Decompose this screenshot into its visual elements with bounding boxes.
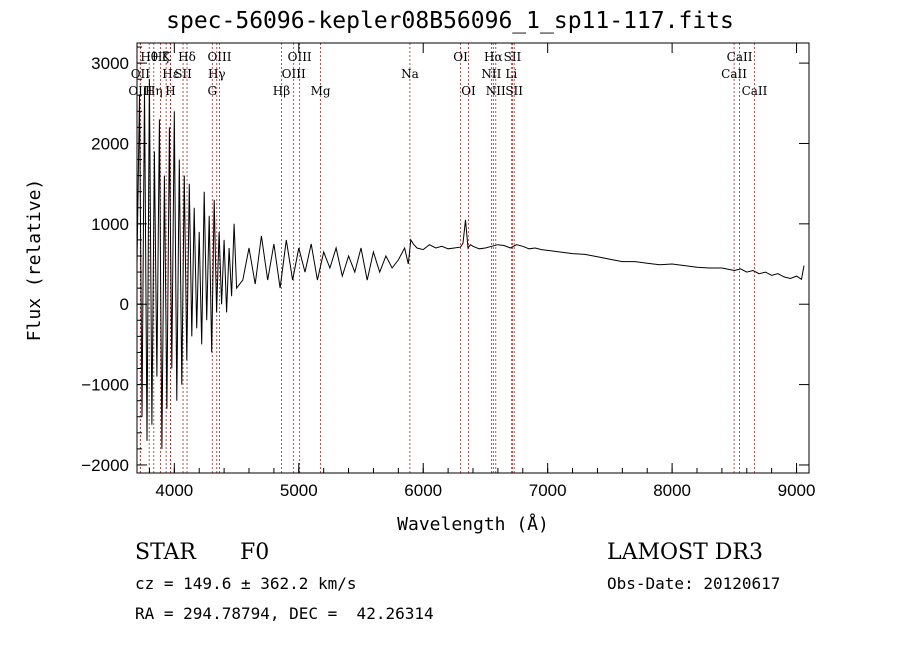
y-tick-label: 1000: [91, 215, 129, 234]
line-label: G: [207, 84, 217, 98]
line-label: CaII: [727, 50, 753, 64]
y-tick-label: 3000: [91, 54, 129, 73]
y-tick-label: −1000: [81, 376, 129, 395]
line-label: Hζ: [152, 50, 169, 64]
line-label: CaII: [742, 84, 768, 98]
line-label: OI: [461, 84, 476, 98]
x-tick-label: 4000: [155, 481, 193, 500]
line-label: OIII: [207, 50, 231, 64]
object-subclass: F0: [240, 540, 270, 565]
line-label: Hθ: [140, 50, 158, 64]
x-tick-label: 8000: [653, 481, 691, 500]
coordinates-text: RA = 294.78794, DEC = 42.26314: [135, 604, 434, 623]
line-label: OII: [131, 67, 151, 81]
line-label: K: [162, 50, 172, 64]
line-label: SII: [174, 67, 192, 81]
line-label: Hα: [484, 50, 503, 64]
line-label: Hδ: [178, 50, 196, 64]
x-tick-label: 9000: [778, 481, 816, 500]
y-tick-label: 0: [120, 295, 129, 314]
y-tick-label: 2000: [91, 134, 129, 153]
line-label: SII: [505, 84, 523, 98]
line-label: OI: [453, 50, 468, 64]
line-label: Hη: [145, 84, 163, 98]
line-label: OIII: [282, 67, 306, 81]
x-tick-label: 5000: [280, 481, 318, 500]
obs-date-text: Obs-Date: 20120617: [607, 574, 781, 593]
x-tick-label: 7000: [529, 481, 567, 500]
line-label: Mg: [311, 84, 331, 98]
chart-title: spec-56096-kepler08B56096_1_sp11-117.fit…: [166, 8, 734, 34]
flux-series-line: [136, 79, 805, 449]
redshift-text: cz = 149.6 ± 362.2 km/s: [135, 574, 357, 593]
line-label: Li: [505, 67, 517, 81]
plot-frame: [136, 42, 810, 474]
line-label: Na: [401, 67, 419, 81]
line-label: SII: [504, 50, 522, 64]
y-axis-label: Flux (relative): [24, 179, 45, 342]
y-tick-label: −2000: [81, 456, 129, 475]
line-label: OIII: [288, 50, 312, 64]
line-label: H: [165, 84, 175, 98]
object-class: STAR: [135, 540, 196, 565]
line-label: NII: [486, 84, 506, 98]
line-label: NII: [481, 67, 501, 81]
line-label: CaII: [721, 67, 747, 81]
survey-name: LAMOST DR3: [607, 540, 763, 565]
x-tick-label: 6000: [404, 481, 442, 500]
line-label: Hβ: [273, 84, 290, 98]
x-axis-label: Wavelength (Å): [397, 513, 549, 535]
x-axis-ticks: 4000 5000 6000 7000 8000 9000: [148, 43, 816, 500]
line-label: Hε: [162, 67, 179, 81]
line-label: OIII: [128, 84, 152, 98]
line-label: Hγ: [208, 67, 226, 81]
y-axis-ticks: −2000 −1000 0 1000 2000 3000: [81, 46, 809, 475]
